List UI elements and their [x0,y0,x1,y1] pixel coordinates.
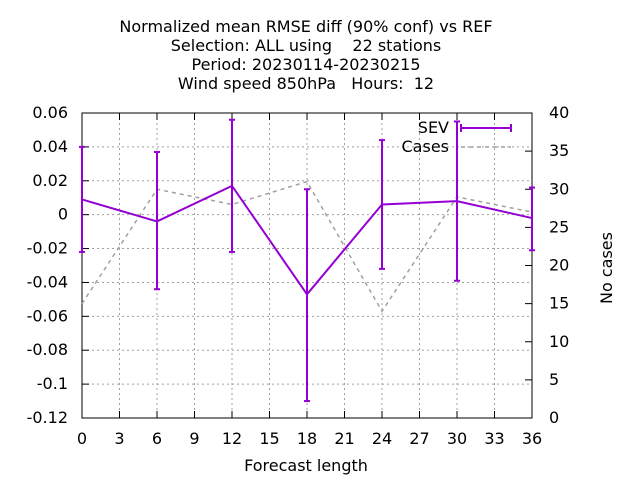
y-axis-left: 0.06 0.04 0.02 0 -0.02 -0.04 -0.06 -0.08 -0.1 -0.… [27,103,89,427]
y-tick-label: -0.12 [27,408,68,427]
y-tick-label: -0.1 [37,374,68,393]
x-tick-label: 18 [297,429,317,448]
y-axis-right: 40 35 30 25 20 15 10 5 0 [525,103,569,427]
data-point-sev [306,293,308,296]
x-tick-label: 30 [447,429,467,448]
data-point-sev [156,220,158,223]
y2-tick-label: 10 [549,332,569,351]
x-tick-label: 6 [152,429,162,448]
data-point-sev [231,184,233,187]
chart-title-line: Selection: ALL using 22 stations [171,36,441,55]
y-tick-label: -0.08 [27,340,68,359]
y-tick-label: 0.02 [32,171,68,190]
y-tick-label: -0.02 [27,239,68,258]
x-tick-label: 3 [114,429,124,448]
legend-label-cases: Cases [402,137,450,156]
chart-title-line: Period: 20230114-20230215 [191,55,420,74]
legend-label-sev: SEV [418,118,449,137]
y2-tick-label: 30 [549,179,569,198]
y-tick-label: -0.06 [27,306,68,325]
y2-tick-label: 25 [549,217,569,236]
y-tick-label: 0 [58,205,68,224]
y-tick-label: 0.06 [32,103,68,122]
y-tick-label: 0.04 [32,137,68,156]
y2-tick-label: 35 [549,141,569,160]
x-tick-label: 33 [484,429,504,448]
x-tick-label: 24 [372,429,392,448]
y2-axis-label: No cases [597,232,616,304]
x-tick-label: 36 [522,429,542,448]
data-point-sev [456,200,458,203]
x-axis: 0 3 6 9 12 15 18 21 24 27 30 33 36 [77,113,542,448]
y2-tick-label: 5 [549,370,559,389]
chart-title: Normalized mean RMSE diff (90% conf) vs … [119,17,492,93]
chart-title-line: Normalized mean RMSE diff (90% conf) vs … [119,17,492,36]
x-tick-label: 12 [222,429,242,448]
x-axis-label: Forecast length [244,456,368,475]
x-tick-label: 9 [189,429,199,448]
data-point-sev [531,217,533,220]
y-tick-label: -0.04 [27,272,68,291]
data-point-sev [81,198,83,201]
series [79,118,535,403]
chart-title-line: Wind speed 850hPa Hours: 12 [178,74,434,93]
y2-tick-label: 0 [549,408,559,427]
x-tick-label: 15 [259,429,279,448]
y2-tick-label: 40 [549,103,569,122]
x-tick-label: 0 [77,429,87,448]
legend: SEV Cases [402,118,512,156]
y2-tick-label: 20 [549,256,569,275]
data-point-sev [381,203,383,206]
x-tick-label: 27 [409,429,429,448]
x-tick-label: 21 [334,429,354,448]
y2-tick-label: 15 [549,294,569,313]
